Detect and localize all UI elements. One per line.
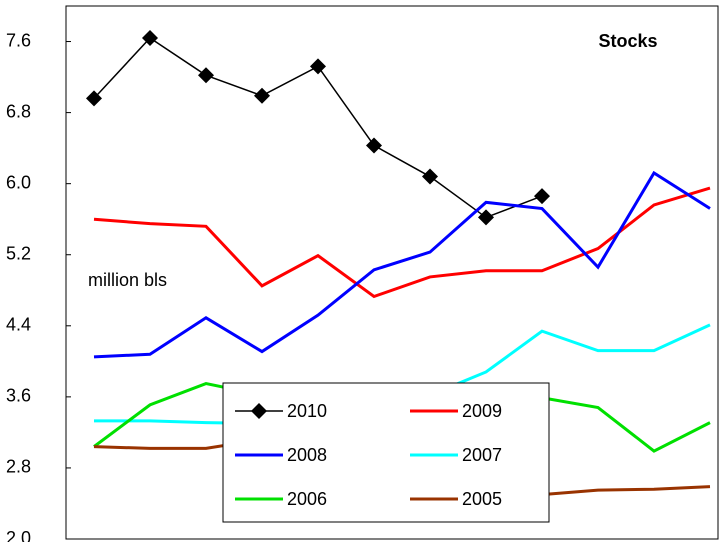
y-tick-label: 2.8 bbox=[6, 457, 31, 477]
y-tick-label: 6.8 bbox=[6, 101, 31, 121]
point-marker bbox=[254, 87, 270, 104]
point-marker bbox=[86, 90, 102, 107]
y-tick-label: 5.2 bbox=[6, 243, 31, 263]
annotation: million bls bbox=[88, 270, 167, 290]
legend-label: 2008 bbox=[287, 445, 327, 465]
point-marker bbox=[534, 188, 550, 205]
chart-title: Stocks bbox=[598, 31, 657, 51]
y-tick-label: 3.6 bbox=[6, 386, 31, 406]
point-marker bbox=[310, 58, 326, 75]
point-marker bbox=[142, 29, 158, 46]
point-marker bbox=[198, 67, 214, 84]
legend-label: 2006 bbox=[287, 489, 327, 509]
legend-label: 2009 bbox=[462, 401, 502, 421]
legend-marker bbox=[251, 403, 267, 419]
legend-label: 2007 bbox=[462, 445, 502, 465]
point-marker bbox=[366, 137, 382, 154]
series-line bbox=[93, 170, 711, 359]
point-marker bbox=[478, 209, 494, 226]
point-marker bbox=[422, 168, 438, 185]
y-tick-label: 4.4 bbox=[6, 315, 31, 335]
y-tick-label: 6.0 bbox=[6, 172, 31, 192]
legend-label: 2010 bbox=[287, 401, 327, 421]
y-tick-label: 2.0 bbox=[6, 528, 31, 542]
legend-label: 2005 bbox=[462, 489, 502, 509]
y-tick-label: 7.6 bbox=[6, 30, 31, 50]
series-line bbox=[93, 186, 711, 299]
